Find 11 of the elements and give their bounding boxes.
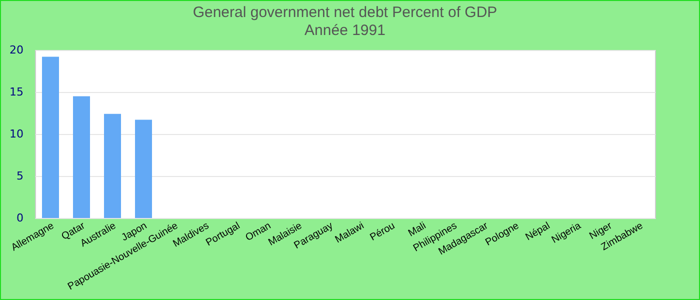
chart-subtitle: Année 1991 [304, 22, 386, 39]
bar [104, 114, 121, 218]
y-tick-label: 0 [16, 212, 24, 224]
y-tick-label: 5 [16, 170, 24, 182]
y-tick-label: 20 [10, 44, 24, 56]
y-tick-label: 15 [10, 86, 24, 98]
chart-title: General government net debt Percent of GDP [192, 4, 498, 21]
bar [135, 120, 152, 218]
bar [73, 96, 90, 218]
bar [42, 56, 59, 218]
y-tick-label: 10 [10, 128, 24, 140]
